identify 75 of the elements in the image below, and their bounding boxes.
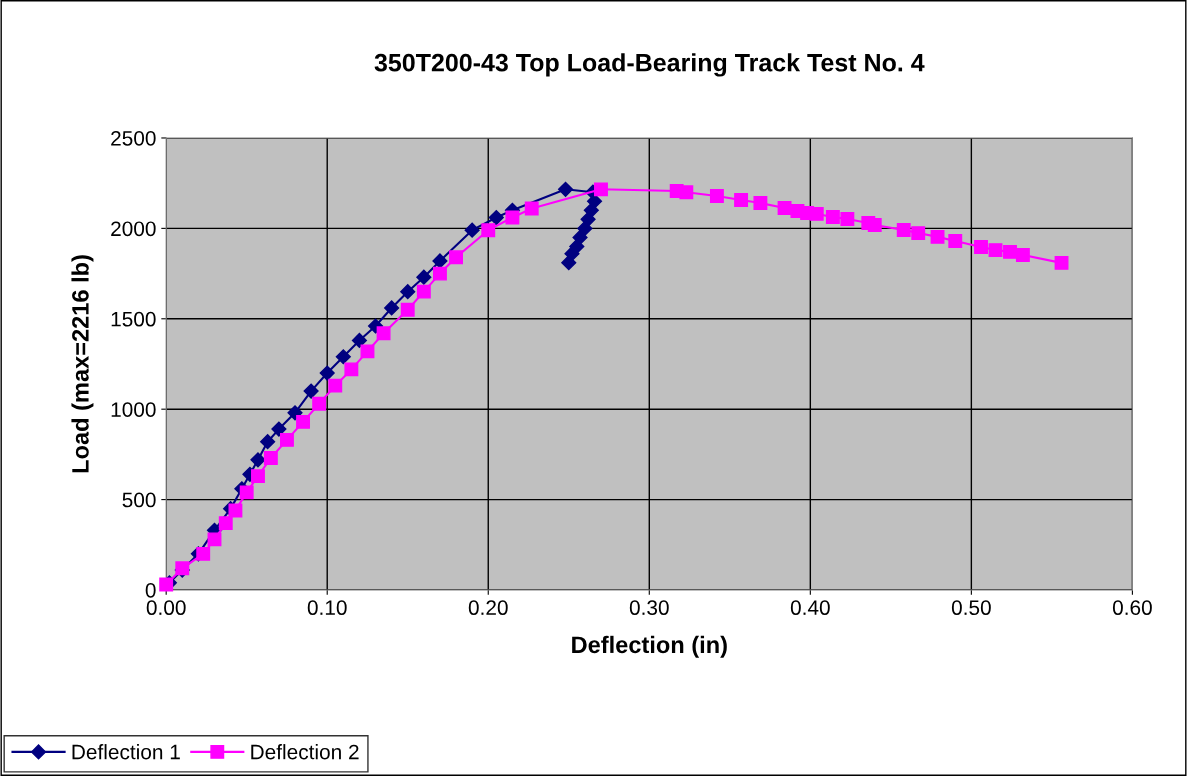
point <box>207 532 222 547</box>
point <box>577 220 593 236</box>
point <box>218 516 233 531</box>
point <box>296 414 311 429</box>
point <box>867 217 882 232</box>
point <box>251 469 265 484</box>
point <box>930 229 945 244</box>
point <box>825 210 840 224</box>
point <box>505 210 520 225</box>
point <box>287 405 303 421</box>
y-tick-label: 2500 <box>111 130 156 146</box>
point <box>1054 255 1069 270</box>
point <box>561 255 577 271</box>
point <box>344 362 359 377</box>
y-tick-label: 2000 <box>111 221 156 237</box>
point <box>594 182 608 197</box>
point <box>809 206 824 221</box>
x-tick-label: 0.10 <box>307 600 347 616</box>
point <box>432 266 447 281</box>
point <box>709 189 724 203</box>
point <box>228 503 243 518</box>
legend-label: Deflection 2 <box>251 744 359 760</box>
point <box>449 250 463 265</box>
point <box>271 421 287 437</box>
y-tick-label: 500 <box>122 492 156 508</box>
point <box>557 181 574 197</box>
point <box>312 396 327 411</box>
point <box>896 223 911 237</box>
x-tick-label: 0.60 <box>1112 600 1152 616</box>
point <box>260 434 276 450</box>
point <box>679 185 694 200</box>
y-tick-label: 1000 <box>111 402 156 417</box>
point <box>196 546 211 561</box>
point <box>328 378 343 393</box>
point <box>948 234 963 248</box>
point <box>524 201 539 216</box>
chart-title: 350T200-43 Top Load-Bearing Track Test No. 4 <box>374 53 925 77</box>
x-tick-label: 0.30 <box>629 600 669 616</box>
point <box>400 284 416 300</box>
x-tick-label: 0.40 <box>790 600 830 616</box>
y-axis-title: Load (max=2216 lb) <box>71 255 94 473</box>
point <box>1003 244 1017 259</box>
y-tick-label: 0 <box>145 582 156 598</box>
point <box>481 223 496 238</box>
point <box>400 302 415 317</box>
point <box>335 349 351 365</box>
point <box>319 365 335 381</box>
point <box>250 452 266 468</box>
point <box>753 196 768 211</box>
y-tick-label: 1500 <box>111 311 156 327</box>
point <box>777 201 792 215</box>
x-tick-label: 0.00 <box>146 600 186 616</box>
point <box>239 485 254 500</box>
x-tick-label: 0.20 <box>468 600 508 616</box>
legend-label: Deflection 1 <box>72 744 180 760</box>
point <box>488 209 504 226</box>
point <box>988 243 1003 258</box>
point <box>432 253 448 269</box>
point <box>974 240 988 254</box>
point <box>1015 248 1030 262</box>
point <box>360 344 375 359</box>
point <box>280 432 294 447</box>
x-axis-title: Deflection (in) <box>572 635 727 658</box>
point <box>351 332 367 349</box>
point <box>416 284 431 299</box>
point <box>911 226 926 241</box>
point <box>263 451 278 465</box>
point <box>464 222 480 238</box>
x-tick-label: 0.50 <box>951 600 991 616</box>
point <box>376 326 391 341</box>
point <box>416 269 432 285</box>
point <box>734 193 749 207</box>
point <box>384 300 400 316</box>
point <box>303 383 319 399</box>
point <box>840 212 855 226</box>
